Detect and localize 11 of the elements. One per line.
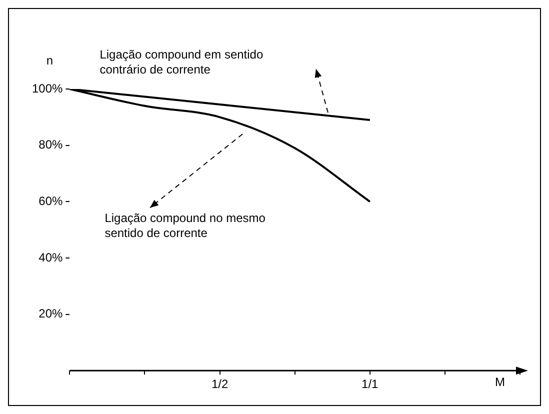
y-tick-label: 20% (38, 306, 64, 321)
y-tick-label: 100% (32, 81, 64, 96)
x-axis-title: M (495, 374, 505, 389)
y-tick-label: 40% (38, 250, 64, 264)
text: Ligação compound em sentido contrário de corrente (100, 47, 264, 76)
y-tick-label: 80% (38, 138, 64, 152)
annotation: Ligação compound no mesmo sentido de corrente (104, 211, 266, 240)
y-tick-label: 60% (38, 194, 64, 208)
x-tick-label: 1/1 (362, 377, 379, 392)
x-tick-label: 1/2 (211, 377, 228, 392)
y-axis-title: n (46, 53, 54, 68)
